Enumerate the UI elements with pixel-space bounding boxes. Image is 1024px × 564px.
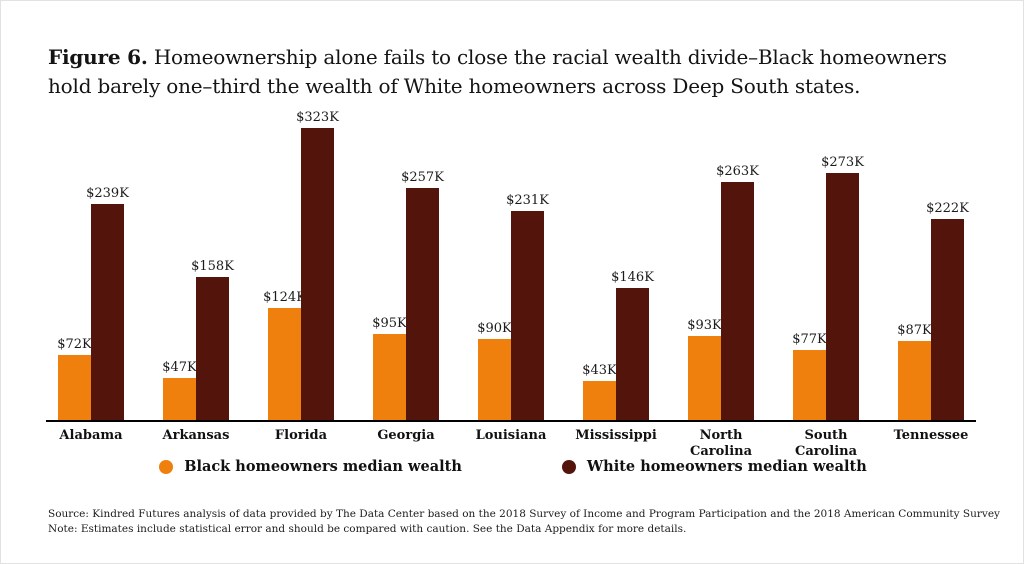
x-axis-label: Alabama xyxy=(59,428,123,443)
black-homeowners-bar xyxy=(478,339,511,420)
legend-label: Black homeowners median wealth xyxy=(184,458,462,475)
black-homeowners-bar xyxy=(58,355,91,420)
bar-value-label: $273K xyxy=(821,155,864,170)
bar-value-label: $90K xyxy=(477,321,512,336)
x-axis-label: North Carolina xyxy=(689,428,753,459)
bar-value-label: $263K xyxy=(716,164,759,179)
bar-group: $72K $239K xyxy=(46,186,136,420)
black-homeowners-bar xyxy=(163,378,196,420)
bar-column: $95K xyxy=(372,316,407,420)
bar-value-label: $222K xyxy=(926,201,969,216)
plot-area: $72K $239K $47K $158K $124K $323K $95K $257K $90… xyxy=(46,110,976,422)
bar-column: $90K xyxy=(477,321,512,420)
bar-group: $124K $323K xyxy=(256,110,346,420)
bar-value-label: $77K xyxy=(792,332,827,347)
caution-note: Note: Estimates include statistical erro… xyxy=(48,523,687,536)
white-homeowners-swatch-icon xyxy=(561,459,576,474)
white-homeowners-bar xyxy=(301,128,334,420)
white-homeowners-bar xyxy=(616,288,649,420)
bar-value-label: $158K xyxy=(191,259,234,274)
white-homeowners-bar xyxy=(721,182,754,420)
bar-value-label: $257K xyxy=(401,170,444,185)
bar-column: $72K xyxy=(57,337,92,420)
bar-column: $77K xyxy=(792,332,827,420)
bar-column: $273K xyxy=(821,155,864,420)
bar-column: $239K xyxy=(86,186,129,420)
bar-column: $263K xyxy=(716,164,759,420)
legend: Black homeowners median wealth White hom… xyxy=(1,458,1023,475)
bar-value-label: $47K xyxy=(162,360,197,375)
black-homeowners-bar xyxy=(898,341,931,420)
x-axis-labels: Alabama Arkansas Florida Georgia Louisiana Mi… xyxy=(46,428,976,459)
bar-group: $95K $257K xyxy=(361,170,451,420)
white-homeowners-bar xyxy=(931,219,964,420)
x-axis-label: Florida xyxy=(274,428,328,443)
black-homeowners-bar xyxy=(583,381,616,420)
source-note: Source: Kindred Futures analysis of data… xyxy=(48,508,1000,520)
figure-number: Figure 6. xyxy=(48,45,148,69)
x-axis-label: Tennessee xyxy=(893,428,969,443)
black-homeowners-swatch-icon xyxy=(159,459,174,474)
white-homeowners-bar xyxy=(406,188,439,420)
black-homeowners-bar xyxy=(268,308,301,420)
legend-item-black-homeowners: Black homeowners median wealth xyxy=(159,458,462,475)
legend-label: White homeowners median wealth xyxy=(586,458,867,475)
bar-group: $77K $273K xyxy=(781,155,871,420)
bar-group: $93K $263K xyxy=(676,164,766,420)
bar-value-label: $239K xyxy=(86,186,129,201)
white-homeowners-bar xyxy=(91,204,124,420)
bar-chart: $72K $239K $47K $158K $124K $323K $95K $257K $90… xyxy=(46,110,976,459)
figure-title: Figure 6. Homeownership alone fails to c… xyxy=(48,43,953,101)
bar-column: $323K xyxy=(296,110,339,420)
bar-value-label: $72K xyxy=(57,337,92,352)
bar-value-label: $43K xyxy=(582,363,617,378)
bar-column: $257K xyxy=(401,170,444,420)
bar-column: $47K xyxy=(162,360,197,420)
bar-value-label: $93K xyxy=(687,318,722,333)
bar-group: $90K $231K xyxy=(466,193,556,420)
x-axis-label: Louisiana xyxy=(475,428,547,443)
bar-value-label: $124K xyxy=(263,290,306,305)
footnotes: Source: Kindred Futures analysis of data… xyxy=(48,507,1000,537)
figure-title-text: Homeownership alone fails to close the r… xyxy=(48,45,947,98)
bar-group: $43K $146K xyxy=(571,270,661,420)
bar-value-label: $231K xyxy=(506,193,549,208)
bar-column: $158K xyxy=(191,259,234,420)
legend-item-white-homeowners: White homeowners median wealth xyxy=(561,458,867,475)
bar-column: $146K xyxy=(611,270,654,420)
x-axis-label: Mississippi xyxy=(575,428,657,443)
x-axis-label: Georgia xyxy=(377,428,435,443)
white-homeowners-bar xyxy=(511,211,544,420)
bar-column: $222K xyxy=(926,201,969,420)
black-homeowners-bar xyxy=(373,334,406,420)
bar-column: $93K xyxy=(687,318,722,420)
x-axis-label: Arkansas xyxy=(162,428,230,443)
bar-group: $87K $222K xyxy=(886,201,976,420)
black-homeowners-bar xyxy=(793,350,826,420)
white-homeowners-bar xyxy=(826,173,859,420)
bar-value-label: $323K xyxy=(296,110,339,125)
bar-column: $43K xyxy=(582,363,617,420)
bar-value-label: $95K xyxy=(372,316,407,331)
bar-column: $231K xyxy=(506,193,549,420)
bar-value-label: $146K xyxy=(611,270,654,285)
bar-value-label: $87K xyxy=(897,323,932,338)
bar-group: $47K $158K xyxy=(151,259,241,420)
bar-column: $87K xyxy=(897,323,932,420)
bar-column: $124K xyxy=(263,290,306,420)
x-axis-label: South Carolina xyxy=(794,428,858,459)
white-homeowners-bar xyxy=(196,277,229,420)
black-homeowners-bar xyxy=(688,336,721,420)
